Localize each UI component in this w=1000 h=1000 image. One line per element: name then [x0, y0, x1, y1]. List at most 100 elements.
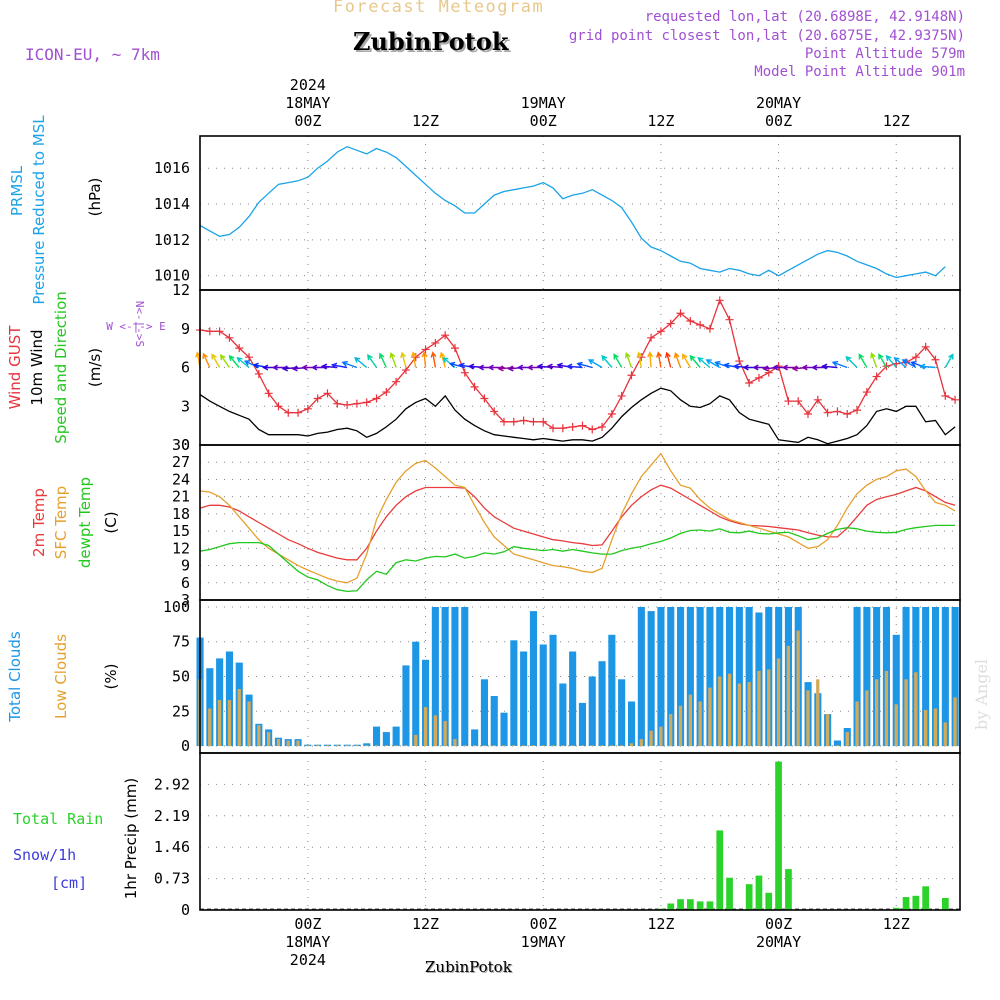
gust-marker	[274, 402, 283, 411]
gust-marker	[578, 421, 587, 430]
wind-arrow	[367, 354, 378, 368]
axis-title: Snow/1h	[13, 846, 76, 864]
cloud-bar	[206, 668, 214, 747]
series-line	[199, 387, 956, 445]
y-tick-label: 0	[181, 436, 190, 454]
gust-marker	[568, 422, 577, 431]
axis-unit: (hPa)	[86, 178, 104, 217]
gust-marker	[529, 417, 538, 426]
wind-arrow	[697, 356, 711, 369]
cloud-bar	[941, 607, 949, 747]
gust-marker	[588, 425, 597, 434]
gust-marker	[872, 372, 881, 381]
y-tick-label: 25	[172, 702, 190, 720]
cloud-bar	[551, 745, 555, 747]
time-label-top: 2024	[290, 76, 326, 94]
rain-bar	[942, 898, 949, 910]
time-label-bottom: 2024	[290, 951, 326, 969]
cloud-bar	[422, 659, 430, 746]
cloud-bar	[237, 689, 241, 746]
gust-marker	[725, 315, 734, 324]
cloud-bar	[669, 714, 673, 747]
rain-bar	[706, 901, 714, 910]
gust-marker	[813, 395, 822, 404]
cloud-bar	[677, 607, 685, 747]
cloud-bar	[559, 683, 567, 747]
cloud-bar	[659, 726, 663, 747]
time-label-top: 00Z	[765, 112, 792, 130]
gust-marker	[647, 333, 656, 342]
cloud-bar	[461, 607, 469, 747]
y-tick-label: 9	[181, 320, 190, 338]
series-line	[199, 145, 946, 279]
footer-location: ZubinPotok	[425, 958, 512, 976]
axis-title: 2m Temp	[30, 488, 48, 557]
y-tick-label: 0	[181, 901, 190, 919]
cloud-bar	[363, 743, 371, 747]
cloud-bar	[531, 745, 536, 747]
wind-arrow	[656, 351, 662, 368]
cloud-bar	[549, 634, 557, 747]
wind-arrow	[587, 359, 603, 369]
cloud-bar	[865, 690, 869, 746]
gust-marker	[558, 424, 567, 433]
panel-border	[199, 135, 961, 291]
gust-marker	[794, 397, 803, 406]
wind-arrow	[601, 354, 613, 368]
y-tick-label: 21	[172, 488, 190, 506]
wind-arrow	[341, 360, 358, 369]
y-tick-label: 6	[181, 574, 190, 592]
time-label-top: 12Z	[883, 112, 910, 130]
time-label-top: 12Z	[412, 112, 439, 130]
gust-marker	[705, 324, 714, 333]
wind-arrow	[636, 351, 643, 368]
gust-marker	[519, 416, 528, 425]
gust-marker	[686, 317, 695, 325]
time-label-top: 00Z	[530, 112, 557, 130]
cloud-bar	[296, 740, 300, 747]
cloud-bar	[649, 730, 653, 746]
time-label-top: 00Z	[294, 112, 321, 130]
cloud-bar	[696, 607, 704, 747]
requested-coords: requested lon,lat (20.6898E, 42.9148N)	[644, 9, 965, 25]
cloud-bar	[414, 734, 418, 746]
y-tick-label: 2.19	[154, 807, 190, 825]
rain-bar	[687, 899, 694, 910]
wind-arrow	[845, 355, 858, 368]
gust-marker	[323, 389, 332, 398]
wind-arrow	[566, 363, 583, 370]
cloud-bar	[806, 690, 810, 746]
wind-arrow	[705, 359, 721, 369]
cloud-bar	[472, 745, 477, 747]
gust-marker	[804, 410, 812, 418]
y-tick-label: 3	[181, 397, 190, 415]
cloud-bar	[875, 679, 879, 747]
y-tick-label: 100	[163, 598, 190, 616]
cloud-bar	[620, 745, 624, 747]
time-label-top: 20MAY	[756, 94, 801, 112]
cloud-bar	[706, 607, 714, 747]
cloud-bar	[404, 745, 408, 747]
wind-arrow	[228, 354, 240, 368]
gust-marker	[745, 379, 754, 387]
gust-marker	[352, 399, 361, 408]
wind-arrow	[682, 353, 691, 368]
y-tick-label: 6	[181, 359, 190, 377]
cloud-bar	[933, 708, 938, 747]
y-tick-label: 1012	[154, 231, 190, 249]
gust-marker	[284, 408, 293, 417]
wind-arrow	[236, 356, 250, 369]
axis-title: Total Rain	[13, 810, 103, 828]
cloud-bar	[382, 732, 390, 746]
y-tick-label: 0.73	[154, 870, 190, 888]
gust-marker	[754, 373, 763, 382]
gust-marker	[441, 331, 450, 340]
cloud-bar	[590, 745, 594, 747]
gust-marker	[382, 388, 391, 397]
axis-title: Wind GUST	[6, 325, 24, 410]
cloud-bar	[217, 700, 222, 746]
cloud-bar	[500, 712, 508, 747]
wind-arrow	[354, 356, 368, 369]
compass-we: W <-|-> E	[106, 320, 166, 333]
